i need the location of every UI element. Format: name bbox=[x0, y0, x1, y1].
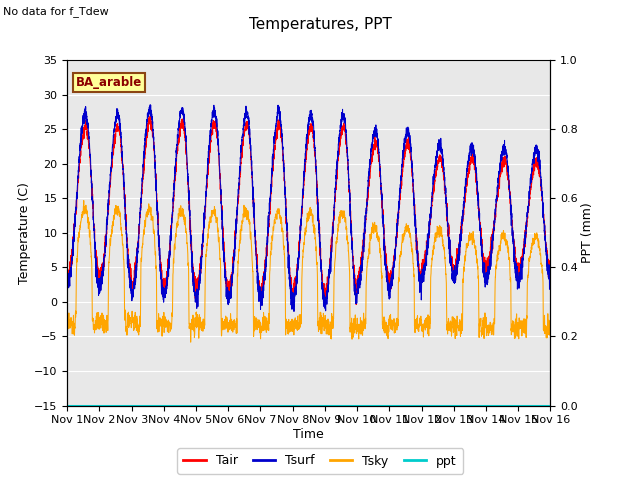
Y-axis label: PPT (mm): PPT (mm) bbox=[580, 203, 594, 263]
Text: Temperatures, PPT: Temperatures, PPT bbox=[248, 17, 392, 32]
Y-axis label: Temperature (C): Temperature (C) bbox=[19, 182, 31, 284]
X-axis label: Time: Time bbox=[293, 428, 324, 441]
Text: BA_arable: BA_arable bbox=[76, 76, 142, 89]
Text: No data for f_Tdew: No data for f_Tdew bbox=[3, 6, 109, 17]
Legend: Tair, Tsurf, Tsky, ppt: Tair, Tsurf, Tsky, ppt bbox=[177, 448, 463, 474]
